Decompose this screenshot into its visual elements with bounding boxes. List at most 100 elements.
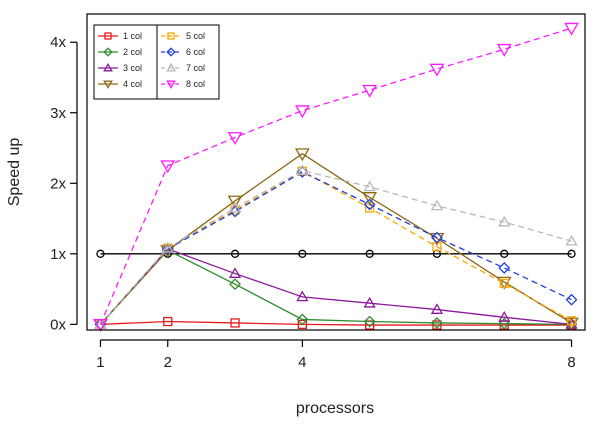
series-line-6-col [99,171,572,325]
reference-point-7 [500,249,509,258]
data-point-6-col-8 [565,293,578,306]
data-point-6-col-2 [161,242,174,255]
data-point-3-col-6 [430,303,444,314]
data-point-3-col-5 [363,296,376,308]
data-point-4-col-4 [294,148,310,162]
legend-marker-3-col [103,62,113,72]
series-line-7-col [99,169,572,325]
data-point-2-col-3 [229,278,241,291]
x-tick-label-1: 1 [96,354,104,371]
data-point-8-col-3 [227,132,243,145]
axes-group: 1 2 4 8 0x 1x 2x 3x 4x [50,34,576,371]
legend-label-2-col: 2 col [123,47,142,57]
reference-point-4 [298,249,307,258]
legend-label-4-col: 4 col [123,79,142,89]
legend-marker-2-col [103,47,113,57]
data-point-5-col-7 [499,278,509,289]
data-point-4-col-8 [564,317,579,331]
data-point-7-col-1 [94,318,107,329]
reference-line-group [96,249,576,258]
x-tick-label-8: 8 [567,354,575,371]
data-point-7-col-2 [161,241,174,253]
data-point-2-col-6 [431,317,443,329]
data-point-2-col-4 [296,313,309,326]
data-point-8-col-8 [564,22,579,36]
legend-entry-5-col: 5 col [161,31,205,41]
data-point-6-col-6 [431,231,443,244]
reference-point-1 [96,249,105,258]
data-point-8-col-4 [294,105,310,119]
data-point-8-col-1 [93,319,108,332]
series-line-3-col [99,248,572,326]
data-point-2-col-5 [363,315,376,328]
x-tick-label-2: 2 [164,354,172,371]
data-point-8-col-5 [362,84,378,98]
y-tick-label-2: 2x [50,175,66,192]
data-point-3-col-7 [498,310,511,322]
legend-entry-4-col: 4 col [98,79,142,90]
data-point-7-col-8 [565,234,578,246]
y-tick-label-0: 0x [50,316,66,333]
data-point-3-col-3 [228,267,242,278]
legend-marker-1-col [104,32,112,40]
data-point-8-col-7 [496,43,512,57]
legend-entry-1-col: 1 col [98,31,142,41]
x-axis-title: processors [296,400,374,417]
reference-point-8 [567,249,576,258]
data-point-8-col-2 [160,160,176,174]
data-point-5-col-8 [566,316,577,326]
legend-marker-8-col [166,80,176,90]
legend-label-8-col: 8 col [186,79,205,89]
data-point-1-col-6 [432,320,442,330]
data-point-3-col-4 [296,290,309,302]
data-point-7-col-6 [430,199,444,211]
series-line-2-col [99,249,572,326]
legend-entry-2-col: 2 col [98,47,142,57]
data-point-4-col-3 [227,195,243,209]
legend-entry-8-col: 8 col [161,79,205,90]
legend-marker-6-col [166,47,176,57]
reference-point-5 [365,249,374,258]
data-point-8-col-6 [429,63,445,77]
data-point-2-col-7 [498,317,511,330]
legend-label-5-col: 5 col [186,31,205,41]
legend-entry-3-col: 3 col [98,62,142,73]
legend: 1 col 2 col 3 col 4 col 5 col 6 col 7 col 8 col [93,24,220,100]
series-7-col [94,164,578,329]
legend-marker-7-col [166,62,176,72]
series-group [93,22,579,332]
data-point-6-col-5 [363,198,376,211]
legend-label-1-col: 1 col [123,31,142,41]
data-point-1-col-2 [163,316,173,327]
data-point-7-col-4 [296,164,309,175]
y-axis: 0x 1x 2x 3x 4x [50,34,78,333]
series-8-col [93,22,579,332]
legend-marker-5-col [167,32,175,40]
y-tick-label-4: 4x [50,34,66,51]
data-point-4-col-5 [362,192,378,205]
plot-frame [86,13,586,331]
y-axis-title: Speed up [6,138,23,207]
data-point-4-col-7 [496,276,512,290]
legend-label-6-col: 6 col [186,47,205,57]
data-point-7-col-5 [363,180,376,192]
legend-label-7-col: 7 col [186,63,205,73]
x-tick-label-4: 4 [298,354,306,371]
reference-point-3 [230,249,240,258]
series-4-col [93,148,579,332]
x-axis: 1 2 4 8 [96,339,576,371]
data-point-1-col-3 [230,318,240,328]
legend-label-3-col: 3 col [123,63,142,73]
data-point-7-col-7 [498,215,511,227]
data-point-6-col-7 [498,262,511,274]
legend-marker-4-col [103,80,113,90]
y-tick-label-1: 1x [50,246,66,263]
legend-entry-6-col: 6 col [161,47,205,57]
data-point-7-col-3 [228,201,242,213]
data-point-1-col-4 [297,319,308,330]
legend-entry-7-col: 7 col [161,62,205,73]
series-line-1-col [100,320,572,326]
series-line-8-col [99,27,572,325]
